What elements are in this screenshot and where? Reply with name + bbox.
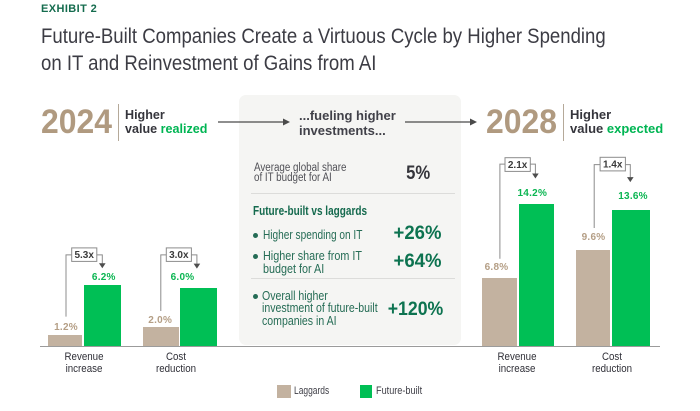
svg-text:3.0x: 3.0x: [169, 250, 189, 261]
svg-text:1.4x: 1.4x: [603, 160, 623, 171]
svg-text:5.3x: 5.3x: [74, 250, 94, 261]
svg-text:2.1x: 2.1x: [508, 160, 528, 171]
